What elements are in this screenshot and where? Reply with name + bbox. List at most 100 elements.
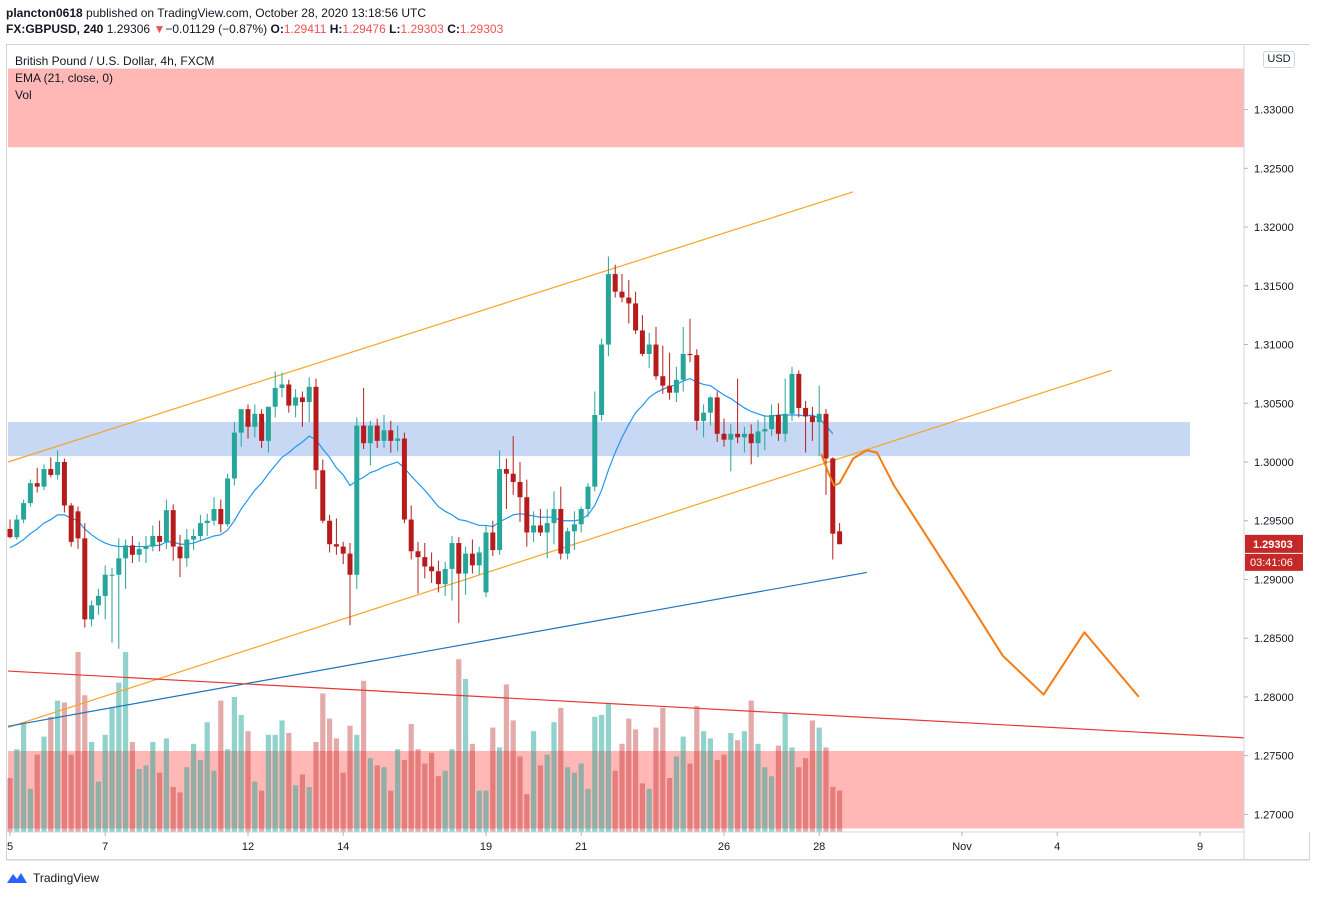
legend-symbol-title[interactable]: British Pound / U.S. Dollar, 4h, FXCM bbox=[15, 54, 215, 68]
candle bbox=[796, 370, 802, 418]
volume-bar bbox=[218, 700, 224, 832]
candle bbox=[245, 404, 251, 439]
candle-body bbox=[170, 510, 176, 547]
volume-bar bbox=[578, 763, 584, 832]
candle bbox=[177, 534, 183, 578]
time-tick-label: 19 bbox=[480, 841, 492, 853]
candle-body bbox=[667, 385, 673, 393]
volume-bar bbox=[612, 770, 618, 832]
volume-bar bbox=[116, 682, 122, 832]
volume-bar bbox=[483, 790, 489, 832]
volume-bar bbox=[320, 693, 326, 832]
footer-brand[interactable]: TradingView bbox=[6, 871, 99, 885]
volume-bar bbox=[367, 758, 373, 832]
volume-bar bbox=[531, 731, 537, 832]
volume-bar bbox=[449, 749, 455, 832]
candle bbox=[333, 518, 339, 555]
candle-body bbox=[286, 384, 292, 406]
candle-body bbox=[381, 430, 387, 441]
candle-body bbox=[245, 409, 251, 427]
volume-bar bbox=[442, 770, 448, 832]
candle bbox=[14, 514, 20, 540]
volume-bar bbox=[701, 731, 707, 832]
volume-bar bbox=[626, 718, 632, 832]
time-tick-label: 9 bbox=[1197, 841, 1203, 853]
author-name[interactable]: plancton0618 bbox=[6, 6, 83, 20]
price-tick-label: 1.30000 bbox=[1254, 457, 1294, 469]
candle-body bbox=[660, 376, 666, 386]
candle-body bbox=[116, 558, 122, 575]
volume-bar bbox=[714, 760, 720, 832]
candle bbox=[299, 391, 305, 427]
candle-body bbox=[735, 433, 741, 438]
footer-brand-label: TradingView bbox=[33, 871, 100, 885]
volume-bar bbox=[728, 733, 734, 832]
candle bbox=[741, 426, 747, 453]
candle-body bbox=[728, 433, 734, 440]
currency-button[interactable]: USD bbox=[1263, 51, 1295, 68]
candle bbox=[517, 461, 523, 522]
volume-bar bbox=[225, 749, 231, 832]
candle-body bbox=[762, 429, 768, 432]
candle bbox=[265, 406, 271, 453]
legend-ema[interactable]: EMA (21, close, 0) bbox=[15, 71, 114, 85]
candle-body bbox=[150, 535, 156, 547]
candle-body bbox=[89, 605, 95, 620]
candle bbox=[660, 345, 666, 394]
volume-bar bbox=[469, 743, 475, 832]
candle bbox=[75, 506, 81, 549]
candle-body bbox=[102, 574, 108, 596]
symbol-label: FX:GBPUSD, 240 bbox=[6, 22, 104, 36]
volume-bar bbox=[381, 767, 387, 832]
candle-body bbox=[830, 458, 836, 534]
volume-bar bbox=[537, 765, 543, 832]
volume-bar bbox=[204, 722, 210, 832]
candle bbox=[102, 565, 108, 620]
candle-body bbox=[14, 519, 20, 538]
candle-body bbox=[748, 433, 754, 444]
legend-volume[interactable]: Vol bbox=[15, 88, 32, 102]
candle-body bbox=[374, 425, 380, 441]
candle-body bbox=[82, 538, 88, 620]
candle bbox=[388, 420, 394, 453]
candle-body bbox=[27, 483, 33, 504]
down-arrow-icon: ▼ bbox=[153, 22, 166, 36]
candle bbox=[197, 514, 203, 541]
low-value: 1.29303 bbox=[400, 22, 444, 36]
candle bbox=[707, 396, 713, 426]
volume-bar bbox=[286, 733, 292, 832]
high-value: 1.29476 bbox=[342, 22, 386, 36]
candle-body bbox=[272, 387, 278, 407]
volume-bar bbox=[299, 774, 305, 832]
candle bbox=[816, 385, 822, 457]
volume-bar bbox=[422, 763, 428, 832]
candle bbox=[694, 349, 700, 431]
volume-bar bbox=[170, 787, 176, 832]
candle-body bbox=[755, 431, 761, 444]
volume-bar bbox=[435, 776, 441, 832]
candle bbox=[55, 450, 61, 480]
candle-body bbox=[143, 546, 149, 549]
volume-bar bbox=[755, 743, 761, 832]
countdown-badge bbox=[1245, 553, 1303, 571]
volume-bar bbox=[673, 756, 679, 832]
candle-body bbox=[721, 433, 727, 440]
volume-bar bbox=[238, 715, 244, 832]
time-tick-label: 12 bbox=[242, 841, 254, 853]
candle bbox=[306, 377, 312, 423]
candle bbox=[626, 279, 632, 324]
candle bbox=[531, 511, 537, 542]
candle bbox=[469, 539, 475, 574]
volume-bar bbox=[721, 754, 727, 832]
candle-body bbox=[639, 330, 645, 354]
candle-body bbox=[429, 566, 435, 572]
candle-body bbox=[449, 543, 455, 569]
volume-bar bbox=[490, 727, 496, 832]
volume-bar bbox=[707, 738, 713, 832]
volume-bar bbox=[27, 788, 33, 832]
volume-bar bbox=[82, 695, 88, 832]
volume-bar bbox=[14, 749, 20, 832]
candle bbox=[34, 467, 40, 493]
candle-body bbox=[490, 532, 496, 551]
